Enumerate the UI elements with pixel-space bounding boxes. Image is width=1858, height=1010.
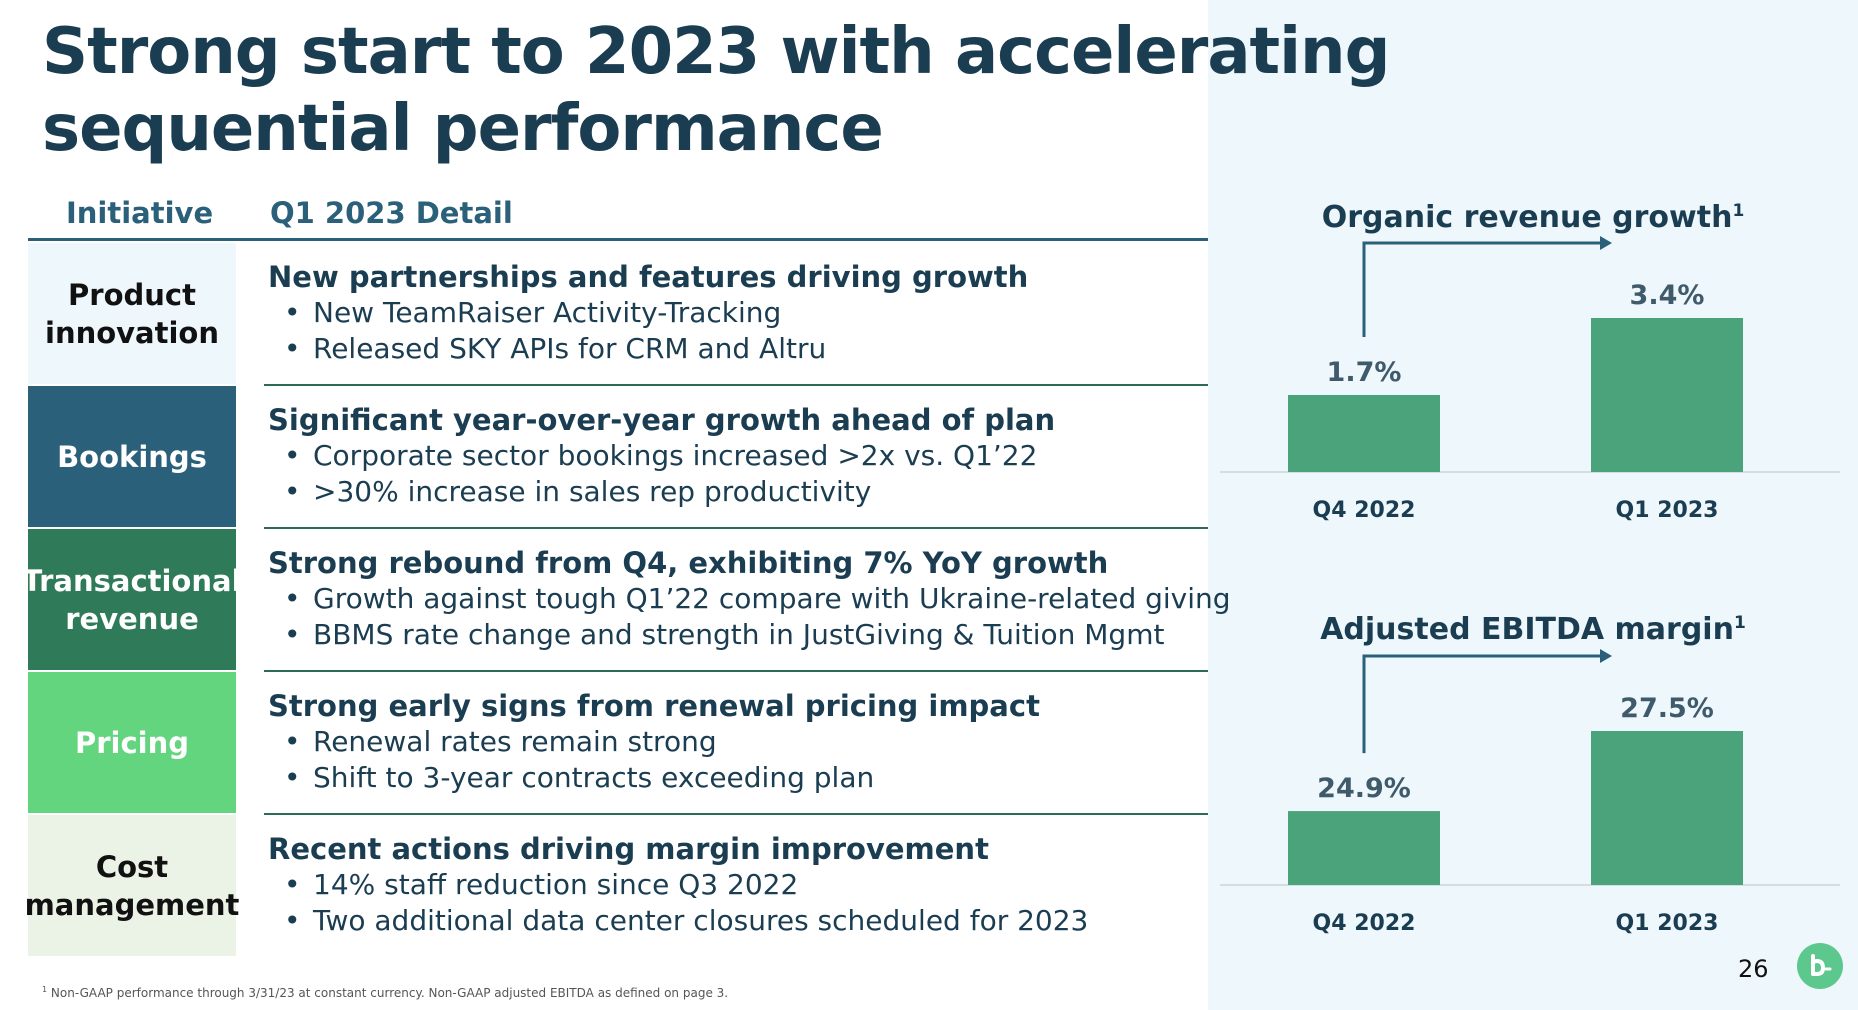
data-label: 1.7% [1327, 357, 1402, 388]
bullet-list: Corporate sector bookings increased >2x … [268, 438, 1208, 510]
row-heading: New partnerships and features driving gr… [268, 260, 1029, 294]
row-label: Product innovation [28, 243, 236, 384]
row-label: Transactional revenue [23, 529, 242, 670]
bullet-item: Corporate sector bookings increased >2x … [268, 438, 1208, 474]
bullet-item: BBMS rate change and strength in JustGiv… [268, 617, 1208, 653]
row-divider [264, 384, 1208, 386]
bullet-item: Released SKY APIs for CRM and Altru [268, 331, 1208, 367]
bullet-list: Renewal rates remain strong Shift to 3-y… [268, 724, 1208, 796]
blackbaud-logo-icon [1797, 943, 1843, 989]
footnote-marker: 1 [42, 985, 48, 994]
bullet-item: Growth against tough Q1’22 compare with … [268, 581, 1231, 617]
chart-title-footnote-marker: 1 [1732, 201, 1745, 221]
bullet-list: Growth against tough Q1’22 compare with … [268, 581, 1231, 653]
row-content: Strong rebound from Q4, exhibiting 7% Yo… [268, 545, 1231, 653]
table-row: Pricing Strong early signs from renewal … [28, 672, 1208, 815]
row-label: Cost management [25, 815, 239, 956]
category-label: Q1 2023 [1616, 498, 1719, 523]
data-label: 3.4% [1630, 280, 1705, 311]
row-divider [264, 670, 1208, 672]
row-heading: Recent actions driving margin improvemen… [268, 832, 989, 866]
organic-revenue-growth-chart: 1.7% Q4 2022 3.4% Q1 2023 [1220, 236, 1840, 523]
row-label: Pricing [28, 672, 236, 813]
table-row: Transactional revenue Strong rebound fro… [23, 529, 1231, 672]
arrow-head-icon [1600, 236, 1612, 250]
row-content: Significant year-over-year growth ahead … [268, 402, 1208, 510]
bullet-item: New TeamRaiser Activity-Tracking [268, 295, 1208, 331]
category-label: Q4 2022 [1313, 498, 1416, 523]
logo-glyph [1811, 954, 1832, 976]
category-label: Q4 2022 [1313, 911, 1416, 936]
table-row: Product innovation New partnerships and … [28, 243, 1208, 386]
column-header-initiative: Initiative [66, 196, 214, 230]
bullet-item: Two additional data center closures sche… [268, 903, 1208, 939]
bullet-list: New TeamRaiser Activity-Tracking Release… [268, 295, 1208, 367]
chart-title-organic-revenue-growth: Organic revenue growth1 [1208, 200, 1858, 235]
header-divider [28, 238, 1208, 241]
bullet-item: Renewal rates remain strong [268, 724, 1208, 760]
row-content: New partnerships and features driving gr… [268, 259, 1208, 367]
data-label: 24.9% [1317, 773, 1411, 804]
adjusted-ebitda-margin-chart: 24.9% Q4 2022 27.5% Q1 2023 [1220, 649, 1840, 936]
row-content: Strong early signs from renewal pricing … [268, 688, 1208, 796]
chart-title-footnote-marker: 1 [1733, 613, 1746, 633]
row-heading: Strong rebound from Q4, exhibiting 7% Yo… [268, 546, 1109, 580]
data-label: 27.5% [1620, 693, 1714, 724]
chart-title-text: Adjusted EBITDA margin [1320, 612, 1734, 647]
column-header-detail: Q1 2023 Detail [270, 196, 513, 230]
bullet-item: 14% staff reduction since Q3 2022 [268, 867, 1208, 903]
bar-q4-2022 [1288, 811, 1440, 885]
bar-q4-2022 [1288, 395, 1440, 472]
bullet-item: Shift to 3-year contracts exceeding plan [268, 760, 1208, 796]
row-content: Recent actions driving margin improvemen… [268, 831, 1208, 939]
row-divider [264, 813, 1208, 815]
footnote: 1 Non-GAAP performance through 3/31/23 a… [42, 985, 728, 1000]
page-number: 26 [1738, 955, 1769, 983]
bullet-list: 14% staff reduction since Q3 2022 Two ad… [268, 867, 1208, 939]
arrow-head-icon [1600, 649, 1612, 663]
step-arrow [1362, 654, 1602, 754]
row-label: Bookings [28, 386, 236, 527]
table-row: Bookings Significant year-over-year grow… [28, 386, 1208, 529]
step-arrow [1362, 241, 1602, 337]
row-divider [264, 527, 1208, 529]
chart-title-text: Organic revenue growth [1321, 200, 1733, 235]
page-title: Strong start to 2023 with accelerating s… [42, 15, 1390, 166]
row-heading: Strong early signs from renewal pricing … [268, 689, 1040, 723]
category-label: Q1 2023 [1616, 911, 1719, 936]
footnote-text: Non-GAAP performance through 3/31/23 at … [50, 986, 729, 1000]
chart-title-adjusted-ebitda-margin: Adjusted EBITDA margin1 [1208, 612, 1858, 647]
bar-q1-2023 [1591, 731, 1743, 885]
table-row: Cost management Recent actions driving m… [25, 815, 1208, 956]
bar-q1-2023 [1591, 318, 1743, 472]
row-heading: Significant year-over-year growth ahead … [268, 403, 1056, 437]
bullet-item: >30% increase in sales rep productivity [268, 474, 1208, 510]
